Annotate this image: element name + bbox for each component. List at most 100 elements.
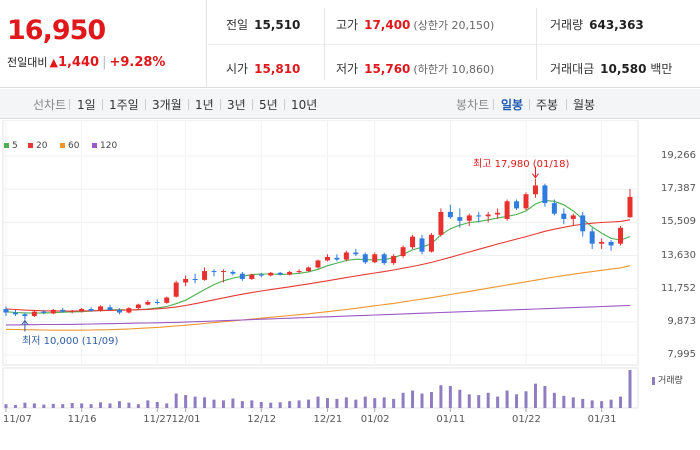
y-tick-label: 19,266: [661, 150, 696, 161]
legend-ma120-label: 120: [100, 141, 118, 151]
toolbar-separator: [188, 99, 189, 110]
volume-bar: [609, 399, 613, 408]
candle-body: [343, 252, 349, 260]
y-tick-label: 15,509: [661, 216, 696, 228]
low-marker-arrow: [21, 319, 29, 325]
candle-body: [135, 304, 141, 309]
volume-bar: [42, 404, 46, 408]
volume-bar: [325, 398, 329, 408]
volume-bar: [496, 396, 500, 408]
volume-bar: [486, 392, 490, 408]
volume-legend-label: 거래량: [658, 376, 683, 386]
candle-body: [22, 314, 28, 317]
candle-body: [447, 211, 453, 218]
volume-bar: [477, 395, 481, 408]
stats-divider: [208, 44, 700, 45]
volume-bar: [373, 398, 377, 408]
stats-col-divider: [324, 8, 325, 80]
volume-value: 643,363: [589, 18, 644, 32]
legend-swatch: [92, 143, 97, 148]
toolbar-separator: [566, 99, 567, 110]
period-3m[interactable]: 3개월: [152, 98, 182, 112]
candle-body: [504, 201, 510, 219]
candle-body: [419, 238, 425, 252]
candle-body: [88, 309, 94, 311]
candle-body: [476, 215, 482, 217]
x-tick-label: 12/01: [171, 414, 201, 425]
candle-body: [381, 254, 387, 264]
volume-bar: [146, 400, 150, 408]
volume-bar: [51, 403, 55, 408]
volume: 거래량 643,363: [550, 16, 644, 33]
volume-bar: [250, 400, 254, 408]
open-price: 시가 15,810: [226, 60, 300, 77]
candle-body: [296, 271, 302, 273]
candle-body: [202, 271, 208, 280]
period-5y[interactable]: 5년: [259, 98, 278, 112]
high-marker-arrow: [532, 173, 539, 179]
x-tick-label: 01/31: [587, 414, 617, 425]
price-chart[interactable]: [0, 120, 700, 450]
volume-bar: [108, 403, 112, 408]
candle-body: [514, 201, 520, 209]
legend-ma60: 60: [60, 141, 79, 151]
candle-daily[interactable]: 일봉: [501, 98, 524, 112]
candle-chart-label: 봉차트: [456, 98, 490, 112]
volume-bar: [269, 402, 273, 408]
volume-bar: [505, 390, 509, 408]
quote-panel: 16,950 전일대비 ▲1,440 | +9.28% 전일 15,510 고가 17,4…: [0, 0, 700, 88]
volume-bar: [590, 400, 594, 408]
upper-limit: (상한가 20,150): [413, 19, 495, 32]
volume-bar: [429, 392, 433, 408]
toolbar-separator: [102, 99, 103, 110]
candle-body: [220, 271, 226, 273]
volume-bar: [420, 393, 424, 408]
volume-label: 거래량: [550, 18, 584, 32]
y-tick-label: 11,752: [661, 282, 696, 294]
period-10y[interactable]: 10년: [291, 98, 318, 112]
candle-body: [438, 211, 444, 235]
legend-ma60-label: 60: [68, 141, 80, 151]
low-price: 저가 15,760 (하한가 10,860): [336, 60, 494, 77]
candle-body: [116, 309, 122, 313]
period-3y[interactable]: 3년: [227, 98, 246, 112]
volume-bar: [448, 385, 452, 408]
volume-bar: [411, 390, 415, 408]
chart-toolbar: 선차트 1일 1주일 3개월 1년 3년 5년 10년 봉차트 일봉 주봉 월봉: [0, 89, 700, 119]
volume-bar: [562, 395, 566, 408]
volume-bar: [297, 400, 301, 408]
x-tick-label: 11/27: [143, 414, 173, 425]
candle-monthly[interactable]: 월봉: [573, 98, 596, 112]
legend-ma20: 20: [28, 141, 47, 151]
prev-close: 전일 15,510: [226, 16, 300, 33]
candle-body: [239, 273, 245, 279]
x-tick-label: 01/11: [436, 414, 466, 425]
high-value: 17,400: [364, 18, 411, 32]
period-1w[interactable]: 1주일: [109, 98, 139, 112]
candle-body: [485, 214, 491, 217]
toolbar-separator: [284, 99, 285, 110]
price-change: 전일대비 ▲1,440 | +9.28%: [7, 54, 165, 70]
volume-bar: [458, 389, 462, 408]
x-tick-label: 12/12: [247, 414, 277, 425]
volume-bar: [193, 396, 197, 408]
low-label: 저가: [336, 62, 359, 76]
candle-body: [618, 227, 624, 244]
volume-bar: [155, 401, 159, 408]
volume-bar: [552, 392, 556, 408]
prev-close-value: 15,510: [254, 18, 301, 32]
x-tick-label: 01/22: [512, 414, 541, 425]
amount-unit: 백만: [650, 62, 673, 76]
candle-body: [287, 271, 293, 275]
ma-line-60: [5, 265, 631, 331]
candle-weekly[interactable]: 주봉: [536, 98, 559, 112]
candle-body: [41, 311, 47, 313]
volume-bar: [212, 399, 216, 408]
candle-body: [589, 231, 595, 244]
high-label: 고가: [336, 18, 359, 32]
volume-bar: [61, 404, 65, 408]
candle-body: [230, 271, 236, 274]
period-1y[interactable]: 1년: [195, 98, 214, 112]
period-1d[interactable]: 1일: [77, 98, 96, 112]
volume-bar: [89, 404, 93, 408]
